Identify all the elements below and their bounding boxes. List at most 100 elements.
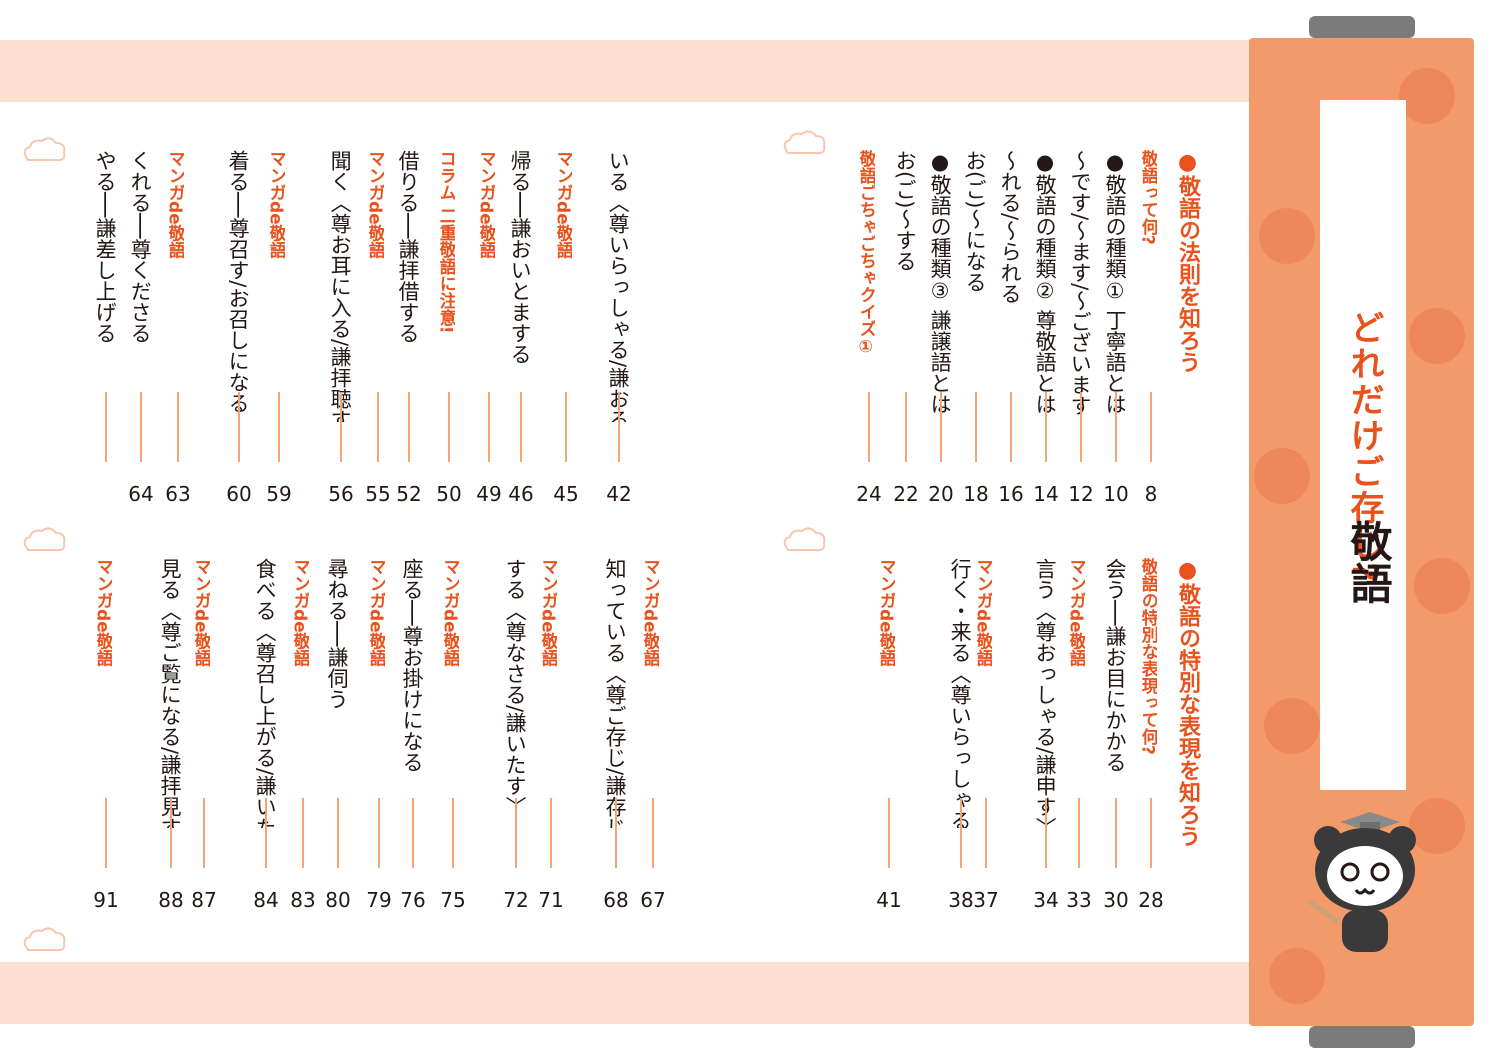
toc-entry[interactable]: 言う〈尊おっしゃる/謙申す〉 (1033, 558, 1057, 828)
toc-subheading[interactable]: マンガde敬語 (1066, 558, 1085, 667)
page-number: 68 (603, 888, 629, 912)
page-number: 63 (165, 482, 191, 506)
toc-entry[interactable]: 食べる〈尊召し上がる/謙いただく〉 (253, 558, 277, 828)
toc-entry[interactable]: ●敬語の種類① 丁寧語とは (1103, 150, 1127, 415)
toc-entry[interactable]: いる〈尊いらっしゃる/謙おる〉 (606, 150, 630, 422)
toc-entry[interactable]: 尋ねる──謙伺う (325, 558, 349, 710)
toc-entry[interactable]: 知っている〈尊ご存じ/謙存じている〉 (603, 558, 627, 828)
page-number: 8 (1144, 482, 1158, 506)
page-number: 59 (266, 482, 292, 506)
toc-entry[interactable]: お(ご)〜する (893, 150, 917, 272)
page-number: 20 (928, 482, 954, 506)
toc-entry[interactable]: ●敬語の種類③ 謙譲語とは (928, 150, 952, 415)
leader-line (377, 392, 379, 462)
leader-line (412, 798, 414, 868)
cloud-icon (23, 137, 66, 162)
leader-line (452, 798, 454, 868)
toc-subheading[interactable]: マンガde敬語 (290, 558, 309, 667)
page-number: 50 (436, 482, 462, 506)
toc-subheading[interactable]: 敬語の特別な表現って何? (1138, 558, 1157, 755)
toc-entry[interactable]: お(ご)〜になる (963, 150, 987, 293)
scroll-rod-bottom (1309, 1026, 1415, 1048)
leader-line (550, 798, 552, 868)
leader-line (337, 798, 339, 868)
chapter-title: 敬語 (1344, 520, 1393, 604)
page-number: 14 (1033, 482, 1059, 506)
toc-entry[interactable]: ●敬語の種類② 尊敬語とは (1033, 150, 1057, 415)
page-number: 79 (366, 888, 392, 912)
leader-line (1115, 392, 1117, 462)
leader-line (302, 798, 304, 868)
toc-subheading[interactable]: マンガde敬語 (266, 150, 285, 259)
toc-subheading[interactable]: マンガde敬語 (973, 558, 992, 667)
leader-line (105, 798, 107, 868)
mascot-bear-icon (1308, 812, 1416, 952)
toc-subheading[interactable]: マンガde敬語 (538, 558, 557, 667)
toc-entry[interactable]: 行く・来る〈尊いらっしゃる/謙参る〉 (948, 558, 972, 828)
toc-entry[interactable]: くれる──尊くださる (128, 150, 152, 344)
toc-entry[interactable]: 借りる──謙拝借する (396, 150, 420, 344)
toc-subheading[interactable]: マンガde敬語 (876, 558, 895, 667)
top-band (0, 40, 1250, 102)
leader-line (1150, 798, 1152, 868)
page-number: 45 (553, 482, 579, 506)
page-number: 22 (893, 482, 919, 506)
toc-subheading[interactable]: コラム 二重敬語に注意! (436, 150, 455, 334)
pattern-bear-icon (1269, 948, 1325, 1004)
leader-line (265, 798, 267, 868)
leader-line (1080, 392, 1082, 462)
toc-entry[interactable]: 聞く〈尊お耳に入る/謙拝聴する〉 (328, 150, 352, 422)
title-panel (1320, 100, 1406, 790)
page-number: 16 (998, 482, 1024, 506)
toc-subheading[interactable]: 敬語って何? (1138, 150, 1157, 245)
chapter-subtitle: どれだけご存じ? (1344, 310, 1384, 584)
page-number: 37 (973, 888, 999, 912)
toc-entry[interactable]: 座る──尊お掛けになる (400, 558, 424, 773)
cloud-icon (23, 927, 66, 952)
toc-subheading[interactable]: 敬語ごちゃごちゃクイズ① (856, 150, 875, 357)
page-number: 12 (1068, 482, 1094, 506)
toc-subheading[interactable]: マンガde敬語 (640, 558, 659, 667)
page-number: 87 (191, 888, 217, 912)
page-number: 33 (1066, 888, 1092, 912)
page-number: 56 (328, 482, 354, 506)
cloud-icon (783, 527, 826, 552)
page-number: 88 (158, 888, 184, 912)
page-number: 10 (1103, 482, 1129, 506)
page-number: 71 (538, 888, 564, 912)
toc-subheading[interactable]: マンガde敬語 (440, 558, 459, 667)
pattern-bear-icon (1264, 698, 1320, 754)
pattern-bear-icon (1409, 308, 1465, 364)
toc-subheading[interactable]: マンガde敬語 (93, 558, 112, 667)
toc-entry[interactable]: 帰る──謙おいとまする (508, 150, 532, 365)
leader-line (520, 392, 522, 462)
toc-subheading[interactable]: マンガde敬語 (553, 150, 572, 259)
leader-line (975, 392, 977, 462)
leader-line (408, 392, 410, 462)
leader-line (868, 392, 870, 462)
page-number: 55 (365, 482, 391, 506)
page-number: 42 (606, 482, 632, 506)
toc-entry[interactable]: 〜れる/〜られる (998, 150, 1022, 305)
pattern-bear-icon (1254, 448, 1310, 504)
toc-entry[interactable]: やる──謙差し上げる (93, 150, 117, 344)
page-number: 72 (503, 888, 529, 912)
toc-entry[interactable]: する〈尊なさる/謙いたす〉 (503, 558, 527, 818)
toc-entry[interactable]: 会う──謙お目にかかる (1103, 558, 1127, 773)
toc-subheading[interactable]: マンガde敬語 (365, 150, 384, 259)
page-number: 30 (1103, 888, 1129, 912)
page-number: 28 (1138, 888, 1164, 912)
leader-line (888, 798, 890, 868)
page-number: 34 (1033, 888, 1059, 912)
toc-entry[interactable]: 〜です/〜ます/〜ございます (1068, 150, 1092, 417)
page-number: 80 (325, 888, 351, 912)
toc-subheading[interactable]: マンガde敬語 (366, 558, 385, 667)
leader-line (1115, 798, 1117, 868)
toc-subheading[interactable]: マンガde敬語 (476, 150, 495, 259)
leader-line (378, 798, 380, 868)
toc-entry[interactable]: 着る──尊召す/お召しになる (226, 150, 250, 414)
toc-subheading[interactable]: マンガde敬語 (191, 558, 210, 667)
toc-subheading[interactable]: マンガde敬語 (165, 150, 184, 259)
toc-entry[interactable]: 見る〈尊ご覧になる/謙拝見する〉 (158, 558, 182, 828)
leader-line (105, 392, 107, 462)
